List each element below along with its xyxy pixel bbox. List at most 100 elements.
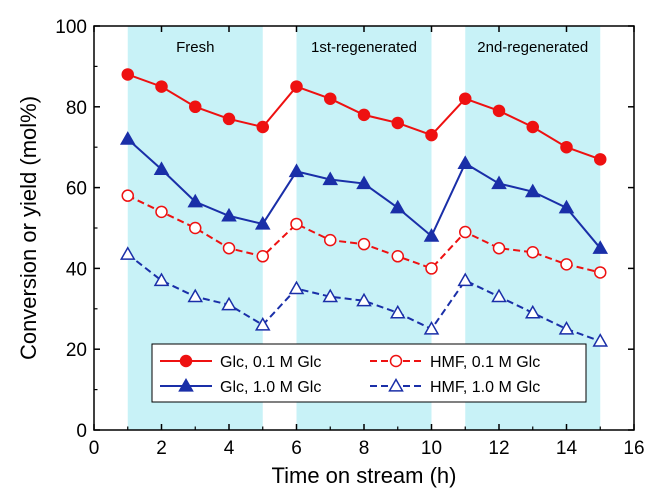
series-2 — [121, 189, 607, 279]
x-tick-label-7: 14 — [556, 438, 578, 459]
data-point-2-13 — [560, 258, 573, 271]
data-point-0-6 — [324, 92, 337, 105]
data-point-1-14 — [592, 240, 609, 254]
data-point-3-1 — [153, 272, 170, 287]
data-point-0-9 — [425, 128, 438, 142]
data-point-3-2 — [187, 288, 204, 303]
data-point-3-9 — [423, 320, 440, 335]
data-point-3-8 — [389, 304, 406, 319]
data-point-1-6 — [322, 171, 339, 186]
data-point-3-14 — [592, 333, 609, 347]
y-tick-label-4: 80 — [66, 98, 87, 119]
data-point-2-4 — [256, 250, 269, 263]
y-tick-label-1: 20 — [66, 340, 87, 361]
data-point-1-3 — [221, 207, 237, 222]
data-point-1-12 — [524, 183, 541, 198]
shaded-region-label-2: 2nd-regenerated — [477, 39, 588, 56]
legend-label-3: HMF, 1.0 M Glc — [430, 379, 540, 396]
x-tick-label-1: 2 — [156, 438, 167, 459]
y-tick-label-2: 40 — [66, 259, 87, 280]
x-axis-title: Time on stream (h) — [271, 463, 456, 488]
legend-marker-0 — [179, 354, 193, 368]
x-tick-label-6: 12 — [488, 438, 509, 459]
x-tick-label-2: 4 — [224, 438, 235, 459]
data-point-0-8 — [391, 116, 404, 130]
data-point-3-5 — [288, 280, 305, 295]
data-point-0-3 — [222, 112, 236, 126]
data-point-0-11 — [492, 104, 506, 118]
data-point-1-0 — [119, 131, 136, 145]
series-1 — [119, 131, 609, 254]
series-3 — [119, 246, 609, 347]
x-tick-label-4: 8 — [359, 438, 370, 459]
data-point-2-3 — [222, 241, 236, 255]
data-point-2-2 — [189, 221, 202, 235]
data-point-3-11 — [491, 288, 507, 303]
x-tick-label-8: 16 — [623, 438, 644, 459]
data-point-2-0 — [121, 189, 134, 202]
legend-marker-1 — [178, 377, 194, 392]
data-point-3-10 — [457, 272, 474, 287]
data-point-2-14 — [594, 266, 607, 279]
data-point-3-3 — [221, 296, 237, 311]
data-point-3-12 — [524, 304, 541, 319]
data-point-2-10 — [459, 225, 472, 239]
y-axis-title: Conversion or yield (mol%) — [16, 96, 41, 360]
data-point-1-11 — [491, 175, 507, 190]
data-point-2-5 — [290, 217, 303, 231]
data-point-0-4 — [256, 120, 269, 134]
data-point-1-13 — [558, 199, 575, 214]
shaded-region-label-1: 1st-regenerated — [311, 39, 417, 56]
legend-item-1: Glc, 1.0 M Glc — [160, 377, 321, 396]
x-tick-label-5: 10 — [421, 438, 442, 459]
data-point-0-13 — [560, 140, 573, 154]
x-tick-label-0: 0 — [89, 438, 100, 459]
data-point-1-7 — [356, 175, 372, 190]
data-point-3-6 — [322, 288, 339, 303]
data-point-0-12 — [526, 120, 539, 134]
legend-marker-3 — [388, 377, 404, 392]
y-tick-label-0: 0 — [76, 421, 87, 442]
series-0 — [121, 68, 607, 166]
series-layer — [119, 68, 609, 347]
legend-item-2: HMF, 0.1 M Glc — [370, 354, 540, 371]
data-point-2-1 — [155, 205, 168, 219]
y-tick-label-3: 60 — [66, 179, 87, 200]
data-point-1-8 — [389, 199, 406, 214]
data-point-0-7 — [357, 108, 371, 122]
legend: Glc, 0.1 M Glc HMF, 0.1 M Glc Glc, 1.0 M G… — [151, 343, 587, 403]
shaded-region-label-0: Fresh — [176, 39, 214, 56]
data-point-2-12 — [526, 245, 539, 259]
data-point-0-0 — [121, 68, 134, 81]
axes: 0 2 4 6 8 10 12 14 16 0 20 40 60 80 100 Time on stream … — [16, 17, 645, 488]
legend-box — [151, 343, 587, 403]
data-point-0-14 — [594, 153, 607, 166]
data-point-0-2 — [189, 100, 202, 114]
legend-label-0: Glc, 0.1 M Glc — [220, 354, 321, 371]
legend-item-3: HMF, 1.0 M Glc — [370, 377, 540, 396]
y-tick-label-5: 100 — [55, 17, 87, 38]
data-point-1-4 — [254, 215, 271, 230]
legend-label-2: HMF, 0.1 M Glc — [430, 354, 540, 371]
data-point-1-10 — [457, 155, 474, 169]
data-point-2-9 — [425, 262, 438, 275]
data-point-2-11 — [492, 241, 506, 255]
x-tick-label-3: 6 — [291, 438, 302, 459]
series-line-3 — [127, 253, 601, 343]
data-point-2-6 — [324, 233, 337, 247]
data-point-0-10 — [459, 92, 472, 105]
data-point-1-2 — [187, 193, 204, 208]
data-point-3-7 — [356, 292, 372, 307]
data-point-2-8 — [391, 250, 404, 263]
legend-label-1: Glc, 1.0 M Glc — [220, 379, 321, 396]
data-point-1-5 — [288, 163, 305, 178]
data-point-1-1 — [153, 161, 170, 176]
data-point-3-0 — [119, 246, 136, 260]
data-point-0-5 — [290, 80, 303, 93]
data-point-3-13 — [558, 320, 575, 335]
data-point-2-7 — [357, 237, 371, 251]
data-point-1-9 — [423, 228, 440, 242]
data-point-0-1 — [155, 80, 168, 93]
data-point-3-4 — [254, 316, 271, 331]
